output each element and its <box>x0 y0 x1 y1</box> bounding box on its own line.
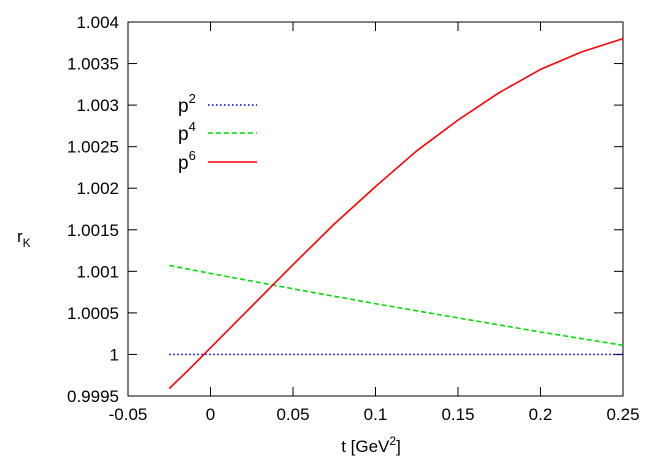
plot-frame <box>127 21 624 397</box>
y-tick-label: 1.003 <box>76 96 119 115</box>
y-axis-label: rK <box>17 227 31 250</box>
y-axis-ticks: 0.9995 1 1.0005 1.001 1.0015 1.002 1.0025 1.003… <box>67 13 623 406</box>
x-tick-label: 0.05 <box>276 405 309 424</box>
plot-border <box>127 21 624 397</box>
y-tick-label: 1.0005 <box>67 304 119 323</box>
x-tick-label: 0 <box>206 405 215 424</box>
series-line-p4 <box>169 264 624 347</box>
y-tick-label: 1.0025 <box>67 138 119 157</box>
y-tick-label: 1 <box>110 345 119 364</box>
legend-label-p2: p2 <box>178 91 196 117</box>
y-tick-label: 1.0035 <box>67 55 119 74</box>
legend-label-p6: p6 <box>178 148 196 174</box>
x-tick-label: 0.25 <box>606 405 639 424</box>
x-axis-label: t [GeV2] <box>341 434 401 456</box>
y-tick-label: 1.0015 <box>67 221 119 240</box>
y-tick-label: 1.001 <box>76 262 119 281</box>
y-tick-label: 1.002 <box>76 179 119 198</box>
y-tick-label: 1.004 <box>76 13 119 32</box>
x-tick-label: 0.1 <box>364 405 388 424</box>
series-layer <box>168 37 624 390</box>
series-line-p6 <box>168 37 624 390</box>
legend-label-p4: p4 <box>178 119 196 145</box>
x-axis-ticks: -0.05 0 0.05 0.1 0.15 0.2 0.25 <box>109 22 640 424</box>
y-tick-label: 0.9995 <box>67 387 119 406</box>
x-tick-label: 0.2 <box>529 405 553 424</box>
x-tick-label: -0.05 <box>109 405 148 424</box>
x-tick-label: 0.15 <box>441 405 474 424</box>
